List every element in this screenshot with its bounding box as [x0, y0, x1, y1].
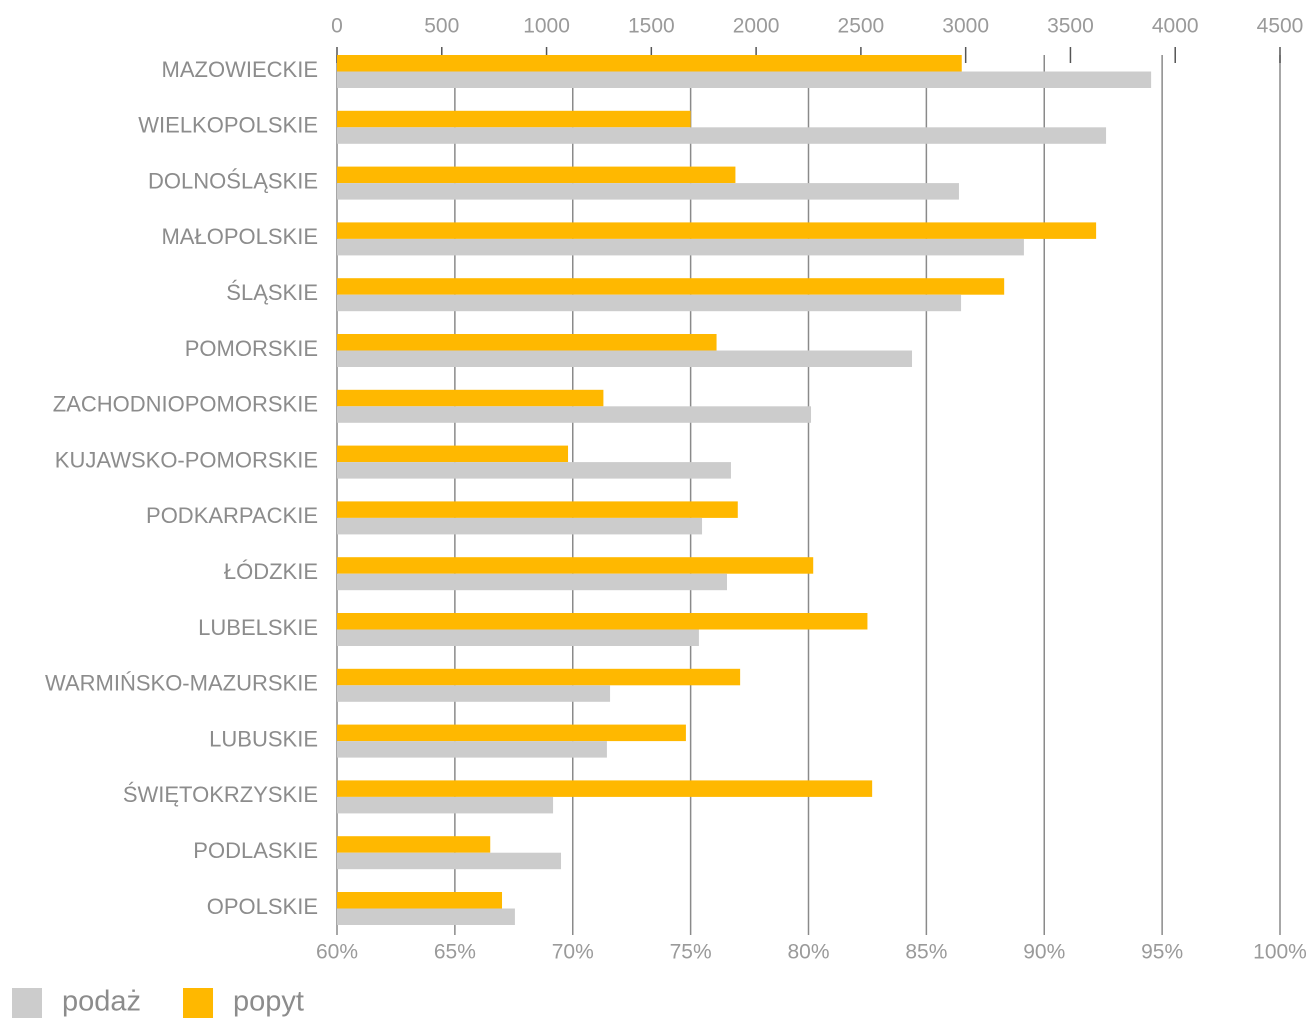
legend-swatch: [12, 988, 42, 1018]
x-tick-label: 1000: [523, 15, 570, 38]
bar: [337, 294, 962, 312]
bar: [337, 836, 491, 853]
bar: [337, 238, 1024, 256]
x2-tick-label: 85%: [905, 941, 947, 964]
category-label: MAŁOPOLSKIE: [161, 224, 318, 249]
x2-tick-label: 100%: [1253, 941, 1307, 964]
x2-tick-label: 95%: [1141, 941, 1183, 964]
x2-tick-label: 70%: [552, 941, 594, 964]
bar: [337, 445, 569, 463]
x2-tick-label: 65%: [434, 941, 476, 964]
bar: [337, 573, 727, 591]
bar: [337, 462, 731, 479]
x-tick-label: 2000: [733, 15, 780, 38]
bar: [337, 796, 554, 814]
bar: [337, 71, 1152, 88]
x2-tick-label: 90%: [1023, 941, 1065, 964]
legend-label: popyt: [233, 986, 304, 1018]
category-label: LUBUSKIE: [209, 726, 318, 751]
category-label: WARMIŃSKO-MAZURSKIE: [45, 671, 318, 696]
bar: [337, 852, 562, 870]
category-label: PODKARPACKIE: [146, 503, 318, 528]
bar: [337, 278, 1005, 295]
bar: [337, 55, 962, 72]
bar: [337, 668, 741, 686]
category-label: PODLASKIE: [193, 838, 318, 863]
bar: [337, 557, 814, 574]
category-label: ŚLĄSKIE: [226, 280, 318, 305]
bar: [337, 406, 812, 423]
x-tick-label: 2500: [838, 15, 885, 38]
bar: [337, 613, 868, 630]
x-tick-label: 4000: [1152, 15, 1199, 38]
bar: [337, 517, 703, 535]
x-tick-label: 3000: [942, 15, 989, 38]
category-label: WIELKOPOLSKIE: [138, 113, 318, 138]
bar: [337, 183, 959, 200]
category-label: OPOLSKIE: [207, 894, 318, 919]
category-label: ŚWIĘTOKRZYSKIE: [123, 782, 318, 807]
category-label: ZACHODNIOPOMORSKIE: [53, 392, 318, 417]
bar: [337, 501, 738, 518]
bar: [337, 166, 736, 184]
x-tick-label: 0: [331, 15, 343, 38]
category-label: ŁÓDZKIE: [224, 559, 318, 584]
bar: [337, 892, 503, 909]
category-label: MAZOWIECKIE: [162, 57, 318, 82]
bar: [337, 334, 717, 351]
legend-swatch: [183, 988, 214, 1018]
bar: [337, 741, 607, 758]
bar: [337, 629, 699, 646]
bar: [337, 389, 604, 407]
bar: [337, 724, 686, 742]
x-tick-label: 3500: [1047, 15, 1094, 38]
x-tick-label: 500: [424, 15, 459, 38]
bar: [337, 780, 873, 797]
x2-tick-label: 75%: [670, 941, 712, 964]
x2-tick-label: 80%: [787, 941, 829, 964]
category-label: DOLNOŚLĄSKIE: [148, 168, 318, 193]
bar: [337, 222, 1097, 239]
bar: [337, 110, 691, 128]
category-label: KUJAWSKO-POMORSKIE: [55, 447, 318, 472]
x-tick-label: 1500: [628, 15, 675, 38]
legend-label: podaż: [62, 986, 141, 1018]
bar: [337, 350, 913, 367]
category-label: POMORSKIE: [185, 336, 318, 361]
x2-tick-label: 60%: [316, 941, 358, 964]
category-label: LUBELSKIE: [198, 615, 318, 640]
bar: [337, 685, 611, 702]
x-tick-label: 4500: [1257, 15, 1304, 38]
bar: [337, 908, 515, 925]
bar: [337, 127, 1107, 144]
